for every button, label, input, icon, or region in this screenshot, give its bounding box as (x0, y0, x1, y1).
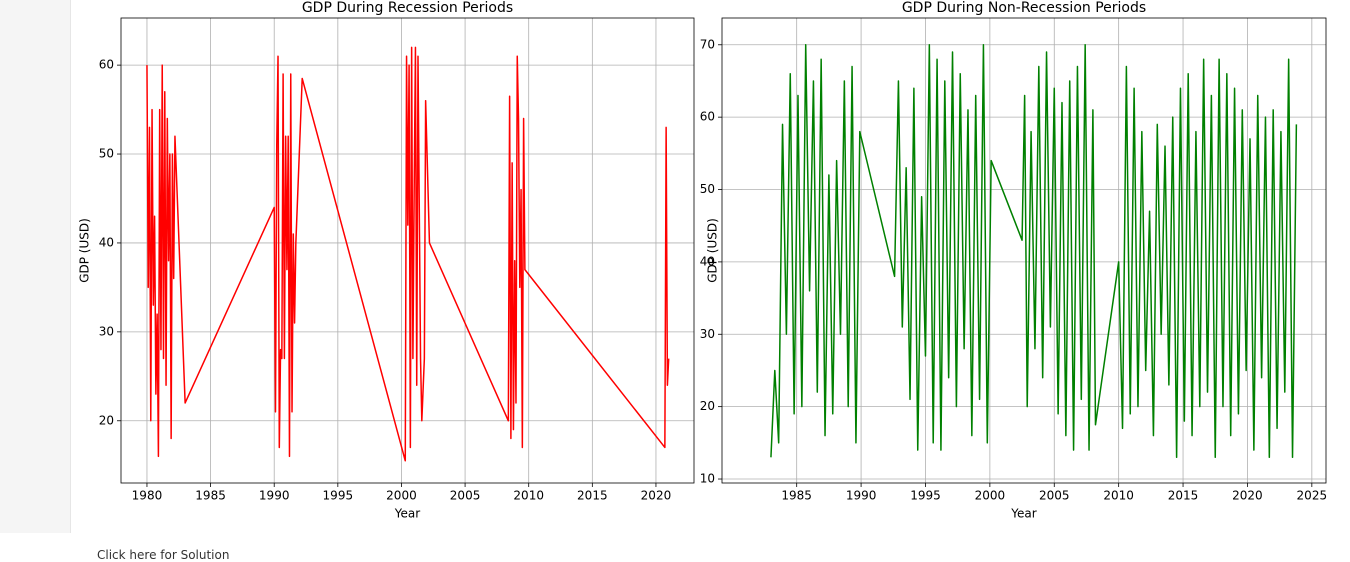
y-tick-label: 10 (700, 472, 715, 486)
figure: GDP During Recession Periods 1980 1985 1990… (78, 0, 1328, 521)
x-tick-label: 2010 (513, 489, 544, 503)
solution-link[interactable]: Click here for Solution (97, 548, 230, 562)
chart-title: GDP During Non-Recession Periods (902, 0, 1146, 16)
y-tick-label: 60 (700, 110, 715, 124)
data-line (146, 46, 670, 462)
x-tick-label: 1980 (132, 489, 163, 503)
y-tick-label: 50 (99, 147, 114, 161)
x-tick-label: 2005 (1039, 489, 1070, 503)
x-tick-label: 2025 (1297, 489, 1328, 503)
x-tick-label: 1990 (259, 489, 290, 503)
y-tick-label: 50 (700, 182, 715, 196)
chart-title: GDP During Recession Periods (302, 0, 513, 16)
x-tick-label: 2020 (641, 489, 672, 503)
y-tick-label: 30 (700, 327, 715, 341)
x-tick-label: 1985 (195, 489, 226, 503)
data-line (770, 44, 1298, 459)
x-tick-label: 2010 (1103, 489, 1134, 503)
y-tick-label: 20 (700, 399, 715, 413)
x-tick-label: 1990 (846, 489, 877, 503)
y-tick-label: 40 (99, 235, 114, 249)
plot-frame (120, 17, 695, 484)
y-tick-label: 40 (700, 254, 715, 268)
y-axis-label: GDP (USD) (78, 218, 92, 283)
x-tick-label: 1995 (323, 489, 354, 503)
y-axis-label: GDP (USD) (706, 218, 720, 283)
plot-frame (721, 17, 1327, 484)
x-axis-label: Year (1010, 507, 1036, 521)
x-tick-label: 1995 (910, 489, 941, 503)
y-tick-label: 30 (99, 324, 114, 338)
notebook-gutter (0, 0, 71, 533)
x-tick-label: 2005 (450, 489, 481, 503)
y-tick-label: 60 (99, 58, 114, 72)
x-tick-label: 2015 (577, 489, 608, 503)
x-tick-label: 2000 (386, 489, 417, 503)
x-tick-label: 2020 (1232, 489, 1263, 503)
x-tick-label: 2015 (1168, 489, 1199, 503)
x-tick-label: 1985 (781, 489, 812, 503)
y-tick-label: 20 (99, 413, 114, 427)
x-tick-label: 2000 (975, 489, 1006, 503)
y-tick-label: 70 (700, 37, 715, 51)
x-axis-label: Year (394, 507, 420, 521)
